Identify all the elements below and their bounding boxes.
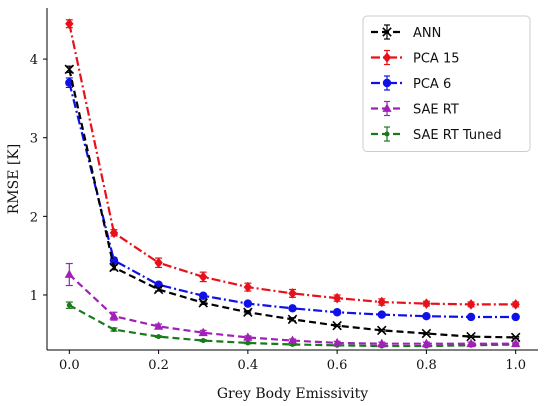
data-point-sae-rt [466, 338, 476, 348]
data-point-sae-rt [511, 338, 521, 348]
data-point-pca-15 [65, 18, 74, 29]
marker-stroke [377, 325, 387, 336]
data-point-sae-rt-tuned [66, 302, 72, 308]
data-point-ann [243, 307, 253, 318]
x-tick-label: 0.0 [59, 358, 80, 373]
data-point-ann [287, 314, 298, 325]
axes [46, 8, 538, 351]
legend-item-sae-rt: SAE RT [371, 100, 459, 118]
data-point-sae-rt [64, 269, 74, 278]
data-point-pca-6 [511, 312, 520, 322]
x-tick-label: 0.8 [416, 358, 437, 373]
legend-marker [382, 103, 392, 112]
data-point-ann [109, 262, 119, 273]
data-point-ann [198, 298, 208, 308]
series-line-sae-rt-tuned [68, 304, 516, 348]
marker-stroke [466, 331, 476, 342]
data-point-pca-6 [199, 291, 208, 300]
data-point-sae-rt-tuned [156, 334, 162, 340]
data-point-pca-15 [377, 296, 386, 308]
data-point-sae-rt [377, 338, 387, 348]
ticks-group: 0.0 0.2 0.4 0.6 0.8 1.0 1 2 3 4 [30, 53, 526, 373]
data-point-ann [421, 328, 432, 339]
legend-label: PCA 15 [413, 52, 459, 67]
data-point-pca-15 [511, 299, 520, 310]
data-point-pca-15 [466, 299, 476, 310]
marker-stroke [287, 314, 298, 325]
marker-stroke [332, 320, 342, 331]
data-point-pca-15 [199, 271, 208, 283]
y-tick-label: 2 [30, 210, 38, 225]
data-point-pca-15 [243, 281, 253, 293]
legend-box [362, 15, 531, 152]
legend-label: SAE RT [413, 103, 459, 118]
y-tick-label: 4 [30, 53, 38, 68]
data-point-pca-6 [466, 312, 476, 322]
data-point-sae-rt [243, 332, 253, 341]
data-point-pca-15 [154, 257, 163, 268]
data-point-pca-6 [377, 310, 386, 319]
legend-label: ANN [413, 26, 441, 41]
marker-stroke [198, 298, 208, 308]
data-point-sae-rt [332, 337, 342, 347]
data-point-pca-15 [109, 227, 119, 239]
data-point-pca-6 [332, 308, 342, 317]
data-point-ann [466, 331, 476, 342]
series-sae-rt [64, 262, 521, 348]
marker-stroke [64, 64, 75, 75]
data-point-pca-6 [422, 311, 431, 321]
y-axis-label: RMSE [K] [6, 144, 22, 215]
marker-stroke [421, 328, 432, 339]
data-point-sae-rt [109, 311, 119, 320]
data-point-pca-15 [288, 288, 297, 299]
data-point-sae-rt [198, 327, 208, 337]
legend-marker [382, 27, 392, 37]
marker-stroke [109, 262, 119, 273]
legend-item-pca-6: PCA 6 [371, 75, 451, 92]
data-point-sae-rt [153, 321, 164, 330]
y-tick-label: 1 [30, 289, 38, 304]
marker-stroke [243, 307, 253, 318]
legend: ANN PCA 15 PCA 6 SAE RT SAE RT Tuned [362, 15, 531, 152]
y-tick-label: 3 [30, 132, 38, 147]
data-point-sae-rt-tuned [245, 340, 251, 346]
legend-marker [382, 52, 392, 63]
data-point-ann [377, 325, 387, 336]
series-group [64, 18, 521, 349]
legend-item-pca-15: PCA 15 [371, 49, 459, 67]
series-ann [64, 64, 521, 343]
data-point-pca-6 [288, 304, 297, 313]
marker-stroke [153, 284, 164, 295]
data-point-ann [64, 64, 75, 75]
legend-item-sae-rt-tuned: SAE RT Tuned [371, 126, 502, 143]
legend-item-ann: ANN [371, 24, 441, 41]
x-tick-label: 1.0 [505, 358, 526, 373]
data-point-ann [153, 284, 164, 295]
data-point-pca-15 [422, 298, 431, 309]
x-tick-label: 0.2 [148, 358, 169, 373]
series-pca-15 [65, 18, 520, 310]
legend-label: PCA 6 [413, 77, 451, 92]
marker-stroke [510, 332, 521, 343]
x-axis-label: Grey Body Emissivity [217, 386, 368, 402]
legend-marker [384, 131, 390, 137]
data-point-pca-6 [243, 299, 253, 308]
series-line-sae-rt [68, 273, 516, 345]
x-tick-label: 0.4 [238, 358, 259, 373]
data-point-sae-rt [287, 335, 298, 344]
data-point-sae-rt-tuned [200, 338, 206, 344]
legend-marker [382, 78, 392, 88]
data-point-ann [332, 320, 342, 331]
data-point-sae-rt [421, 338, 432, 348]
x-tick-label: 0.6 [327, 358, 348, 373]
marker-stroke [382, 27, 392, 37]
data-point-ann [510, 332, 521, 343]
legend-label: SAE RT Tuned [413, 128, 502, 143]
data-point-sae-rt-tuned [111, 327, 117, 333]
data-point-pca-15 [332, 292, 342, 304]
